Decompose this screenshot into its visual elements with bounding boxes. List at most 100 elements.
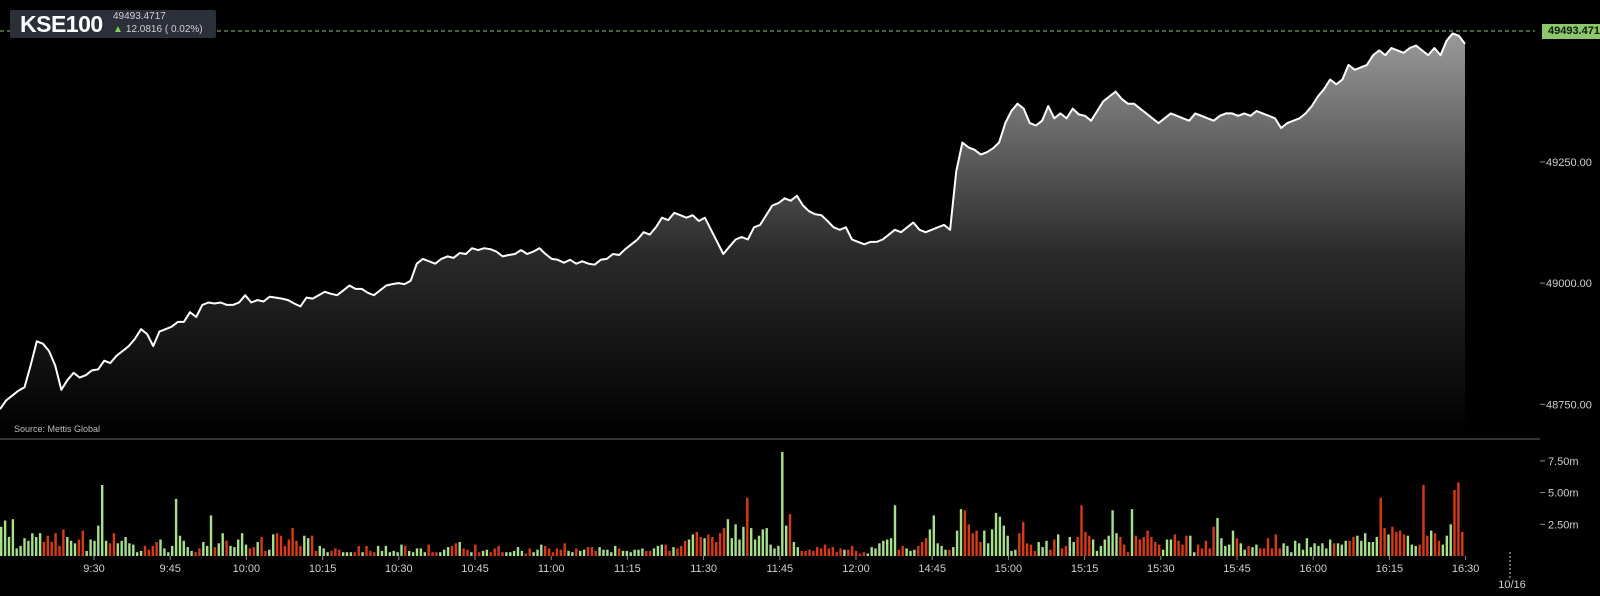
volume-bar <box>3 520 7 556</box>
volume-bar <box>975 530 978 556</box>
volume-bar <box>555 548 559 556</box>
volume-bar <box>283 545 287 556</box>
volume-bar <box>1445 535 1448 556</box>
volume-bar <box>1247 545 1250 556</box>
volume-tick-label: 2.50m <box>1548 519 1579 531</box>
volume-bar <box>213 547 217 556</box>
volume-bar <box>481 550 485 556</box>
time-tick-label: 10:00 <box>233 563 261 575</box>
volume-bar <box>396 552 399 556</box>
volume-bar <box>691 534 695 556</box>
volume-bar <box>928 529 932 556</box>
volume-bar <box>322 548 325 556</box>
volume-bar <box>1111 510 1114 556</box>
volume-bar <box>1367 542 1371 556</box>
volume-bar <box>497 545 500 556</box>
volume-tick-label: 7.50m <box>1548 456 1579 468</box>
price-label: 49493.4717 <box>113 11 166 22</box>
volume-bar <box>58 545 61 556</box>
volume-bar <box>917 545 920 556</box>
volume-bar <box>349 552 353 556</box>
volume-bar <box>1332 543 1336 556</box>
volume-bar <box>373 552 376 556</box>
volume-bar <box>1239 543 1242 556</box>
volume-bar <box>1088 535 1091 556</box>
volume-bar <box>1243 549 1246 556</box>
volume-bar <box>804 550 807 556</box>
change-label-wrap: ▲ 12.0816 ( 0.02%) <box>113 24 203 35</box>
volume-bar <box>489 552 492 556</box>
volume-bar <box>1041 547 1044 556</box>
volume-bar <box>404 545 407 556</box>
volume-bar <box>851 545 854 556</box>
time-tick-label: 15:45 <box>1223 563 1251 575</box>
symbol-badge[interactable]: KSE100 49493.4717 ▲ 12.0816 ( 0.02%) <box>10 10 216 38</box>
volume-bar <box>186 547 189 556</box>
volume-bar <box>54 533 57 556</box>
volume-bar <box>1371 542 1375 556</box>
volume-bar <box>994 512 998 556</box>
volume-bar <box>882 540 885 556</box>
volume-bar <box>400 544 403 556</box>
volume-bar <box>15 548 18 556</box>
volume-bar <box>1449 524 1452 556</box>
volume-bar <box>1286 545 1289 556</box>
volume-bar <box>1095 550 1099 556</box>
volume-bar <box>1165 539 1169 556</box>
volume-bar <box>139 550 143 556</box>
volume-bar <box>1290 552 1293 556</box>
volume-bar <box>536 549 539 556</box>
volume-bar <box>151 545 154 556</box>
volume-bar <box>1060 548 1064 556</box>
volume-bar <box>707 534 710 556</box>
volume-bar <box>1076 537 1079 556</box>
volume-bar <box>97 525 100 556</box>
volume-bar <box>854 550 858 556</box>
volume-bar <box>167 552 170 556</box>
volume-bar <box>722 528 726 556</box>
volume-bar <box>987 543 990 556</box>
volume-bar <box>1142 537 1145 556</box>
volume-bar <box>1430 530 1433 556</box>
volume-bar <box>788 514 792 556</box>
volume-bar <box>147 549 151 556</box>
volume-bar <box>637 549 640 556</box>
volume-bar <box>1395 531 1398 556</box>
volume-bar <box>606 549 609 556</box>
volume-bar <box>462 548 465 556</box>
volume-bar <box>1321 543 1324 556</box>
volume-bar <box>206 545 209 556</box>
volume-bar <box>435 552 438 556</box>
volume-bar <box>843 549 846 556</box>
volume-bar <box>955 530 959 556</box>
volume-bar <box>1200 548 1204 556</box>
volume-bar <box>334 548 337 556</box>
volume-bar <box>1325 548 1328 556</box>
volume-bar <box>1204 540 1207 556</box>
volume-bar <box>921 542 924 556</box>
volume-bar <box>520 550 524 556</box>
volume-bar <box>50 542 53 556</box>
volume-bar <box>380 550 384 556</box>
volume-bar <box>353 552 356 556</box>
volume-bar <box>19 545 22 556</box>
volume-bar <box>633 549 636 556</box>
volume-bar <box>248 548 252 556</box>
volume-bar <box>652 548 656 556</box>
volume-bar <box>233 547 236 556</box>
volume-bar <box>683 540 687 556</box>
volume-bar <box>823 544 827 556</box>
volume-bar <box>89 539 92 556</box>
volume-bar <box>621 550 625 556</box>
volume-bar <box>1115 533 1118 556</box>
volume-bar <box>563 543 566 556</box>
price-line <box>0 32 1466 410</box>
volume-bar <box>1018 533 1021 556</box>
volume-bar <box>1441 544 1445 556</box>
volume-bar <box>750 528 753 556</box>
volume-bar <box>901 545 904 556</box>
volume-bar <box>983 530 986 556</box>
volume-bar <box>1107 535 1110 556</box>
volume-bar <box>835 552 838 556</box>
